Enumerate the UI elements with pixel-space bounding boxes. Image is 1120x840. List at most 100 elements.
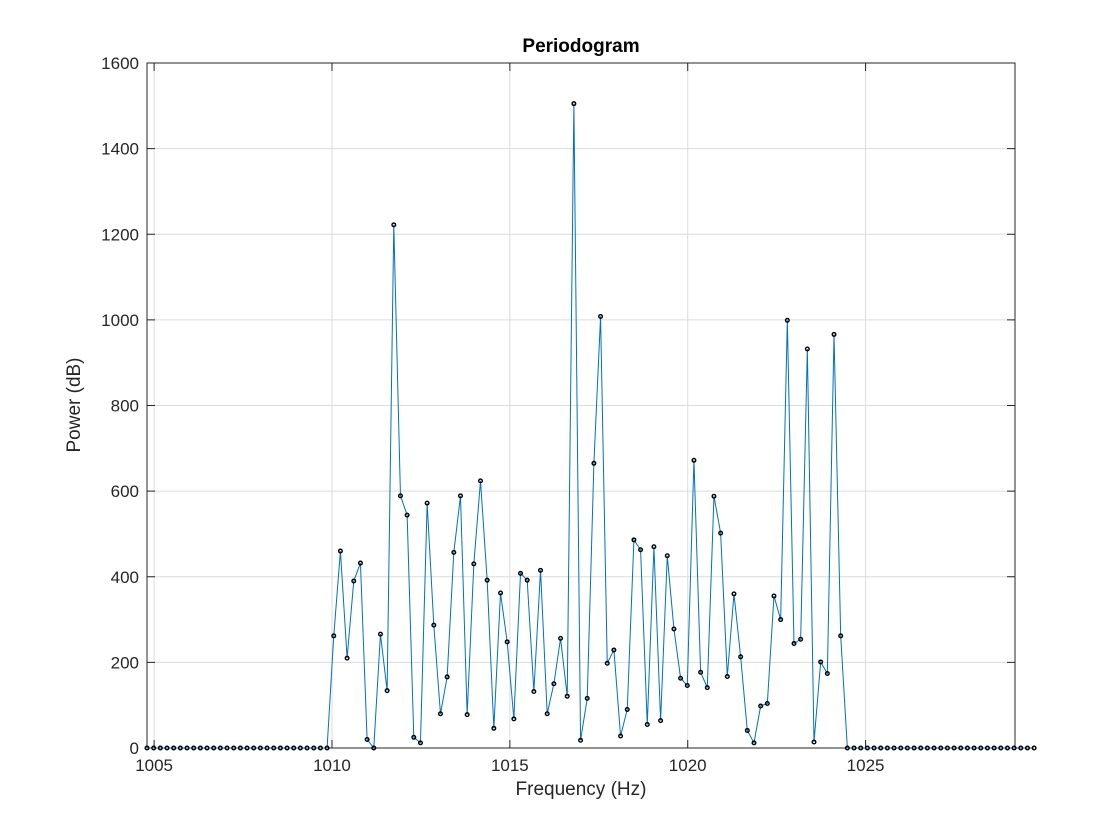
data-point (171, 745, 177, 751)
data-point (351, 578, 357, 584)
data-point (437, 711, 443, 717)
data-point (431, 622, 437, 628)
data-point (151, 745, 157, 751)
data-point (344, 655, 350, 661)
data-point (424, 500, 430, 506)
data-point (204, 745, 210, 751)
x-tick-label: 1005 (135, 756, 173, 775)
data-point (1018, 745, 1024, 751)
data-point (184, 745, 190, 751)
data-point (444, 674, 450, 680)
data-point (924, 745, 930, 751)
data-point (384, 688, 390, 694)
data-point (638, 547, 644, 553)
data-point (798, 636, 804, 642)
data-point (544, 711, 550, 717)
grid (147, 62, 1015, 749)
data-point (1011, 745, 1017, 751)
data-point (244, 745, 250, 751)
data-point (664, 553, 670, 559)
x-tick-label: 1025 (847, 756, 885, 775)
data-point (297, 745, 303, 751)
data-point (331, 633, 337, 639)
y-tick-label: 0 (130, 739, 139, 758)
y-tick-label: 1200 (101, 225, 139, 244)
data-point (791, 641, 797, 647)
data-point (724, 674, 730, 680)
data-point (884, 745, 890, 751)
data-point (998, 745, 1004, 751)
data-point (904, 745, 910, 751)
data-point (211, 745, 217, 751)
data-point (858, 745, 864, 751)
data-point (824, 671, 830, 677)
data-point (891, 745, 897, 751)
data-point (478, 478, 484, 484)
data-point (391, 222, 397, 228)
data-point (851, 745, 857, 751)
data-point (411, 734, 417, 740)
data-point (498, 590, 504, 596)
data-point (971, 745, 977, 751)
data-point (164, 745, 170, 751)
data-point (751, 740, 757, 746)
data-point (251, 745, 257, 751)
data-point (538, 567, 544, 573)
data-point (831, 331, 837, 337)
data-point (644, 721, 650, 727)
data-point (738, 654, 744, 660)
axis-ticks: 0 200 400 600 800 1000 1200 1400 1600 1005 1010 101… (101, 54, 1015, 775)
data-point (784, 317, 790, 323)
data-point (471, 561, 477, 567)
data-point (511, 716, 517, 722)
data-point (217, 745, 223, 751)
data-point (404, 512, 410, 518)
data-point (237, 745, 243, 751)
data-point (811, 739, 817, 745)
data-point (584, 695, 590, 701)
chart-title: Periodogram (522, 36, 639, 57)
data-point (878, 745, 884, 751)
x-tick-label: 1015 (491, 756, 529, 775)
data-point (951, 745, 957, 751)
data-point (598, 313, 604, 319)
data-point (804, 346, 810, 352)
data-point (271, 745, 277, 751)
data-point (558, 635, 564, 641)
data-point (898, 745, 904, 751)
data-point (371, 745, 377, 751)
data-point (844, 745, 850, 751)
data-point (758, 703, 764, 709)
data-point (364, 736, 370, 742)
data-point (618, 733, 624, 739)
y-tick-label: 400 (111, 568, 139, 587)
data-point (678, 675, 684, 681)
data-point (778, 617, 784, 623)
data-point (744, 727, 750, 733)
data-point (604, 660, 610, 666)
data-point (698, 669, 704, 675)
x-axis-label: Frequency (Hz) (516, 779, 647, 800)
y-tick-label: 1400 (101, 140, 139, 159)
data-point (631, 537, 637, 543)
data-point (377, 631, 383, 637)
y-axis-label: Power (dB) (64, 357, 85, 452)
data-point (731, 591, 737, 597)
data-point (564, 693, 570, 699)
data-point (291, 745, 297, 751)
y-tick-label: 200 (111, 653, 139, 672)
data-point (958, 745, 964, 751)
data-point (938, 745, 944, 751)
data-point (231, 745, 237, 751)
data-point (818, 659, 824, 665)
data-point (324, 745, 330, 751)
data-point (611, 647, 617, 653)
data-point (691, 457, 697, 463)
data-point (911, 745, 917, 751)
data-point (491, 725, 497, 731)
data-point (397, 493, 403, 499)
y-tick-label: 600 (111, 482, 139, 501)
data-point (578, 737, 584, 743)
data-point (978, 745, 984, 751)
data-point (571, 101, 577, 107)
